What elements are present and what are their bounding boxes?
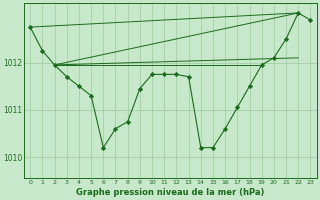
X-axis label: Graphe pression niveau de la mer (hPa): Graphe pression niveau de la mer (hPa) [76, 188, 265, 197]
